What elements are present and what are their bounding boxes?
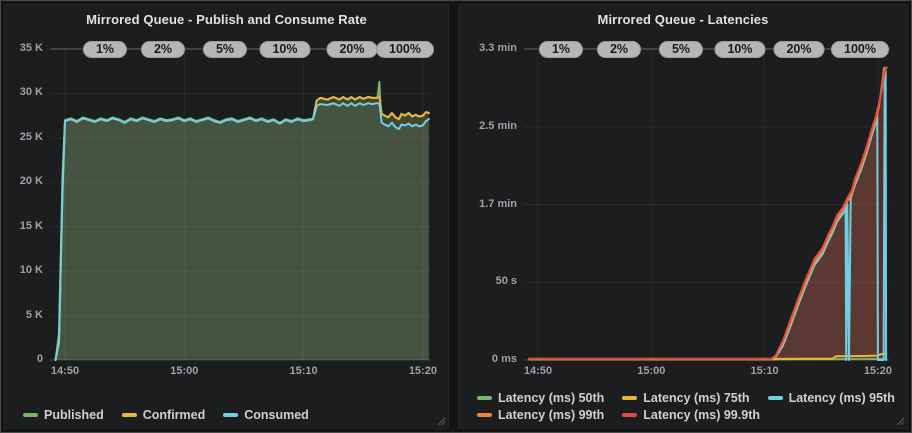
legend-label: Latency (ms) 75th (643, 391, 750, 405)
legend-item[interactable]: Latency (ms) 99th (477, 408, 604, 422)
legend-label: Latency (ms) 99th (498, 408, 605, 422)
panel-resize-handle[interactable] (896, 417, 905, 426)
annotation-pill[interactable]: 2% (140, 41, 186, 58)
legend-swatch-icon (477, 396, 492, 400)
annotation-pill[interactable]: 1% (82, 41, 128, 58)
annotation-pills: 1% 2% 5% 10% 20% 100% (459, 5, 907, 428)
legend-label: Latency (ms) 50th (498, 391, 605, 405)
legend-swatch-icon (477, 413, 492, 417)
annotation-pill[interactable]: 20% (326, 41, 378, 58)
legend-item[interactable]: Latency (ms) 99.9th (622, 408, 760, 422)
annotation-pill[interactable]: 1% (538, 41, 584, 58)
annotation-pill[interactable]: 10% (259, 41, 311, 58)
panel-publish-consume-rate: Mirrored Queue - Publish and Consume Rat… (4, 4, 449, 429)
panel-resize-handle[interactable] (437, 417, 446, 426)
legend-label: Published (44, 408, 104, 422)
legend-swatch-icon (23, 413, 38, 417)
legend-row: Latency (ms) 99th Latency (ms) 99.9th (477, 408, 895, 422)
legend-row: Latency (ms) 50th Latency (ms) 75th Latenc… (477, 391, 895, 405)
annotation-pill[interactable]: 5% (658, 41, 704, 58)
legend-label: Confirmed (142, 408, 206, 422)
legend-item[interactable]: Published (23, 408, 104, 422)
legend-swatch-icon (622, 396, 638, 400)
legend-swatch-icon (767, 396, 783, 400)
annotation-pill[interactable]: 100% (831, 41, 889, 58)
panel-title[interactable]: Mirrored Queue - Publish and Consume Rat… (86, 12, 367, 27)
chart-canvas[interactable] (5, 5, 448, 428)
annotation-pills: 1% 2% 5% 10% 20% 100% (5, 5, 448, 428)
legend-item[interactable]: Latency (ms) 75th (622, 391, 750, 405)
annotation-pill[interactable]: 10% (714, 41, 766, 58)
legend: Latency (ms) 50th Latency (ms) 75th Latenc… (477, 388, 895, 422)
legend-row: Published Confirmed Consumed (23, 408, 309, 422)
legend-swatch-icon (223, 413, 239, 417)
legend-item[interactable]: Confirmed (121, 408, 206, 422)
legend-item[interactable]: Latency (ms) 95th (767, 391, 895, 405)
legend-label: Consumed (244, 408, 309, 422)
legend: Published Confirmed Consumed (23, 405, 309, 422)
legend-swatch-icon (121, 413, 137, 417)
annotation-pill[interactable]: 20% (773, 41, 825, 58)
legend-label: Latency (ms) 99.9th (643, 408, 760, 422)
annotation-pill[interactable]: 5% (202, 41, 248, 58)
legend-label: Latency (ms) 95th (788, 391, 895, 405)
annotation-pill[interactable]: 100% (376, 41, 434, 58)
panel-title[interactable]: Mirrored Queue - Latencies (597, 12, 769, 27)
legend-swatch-icon (622, 413, 638, 417)
legend-item[interactable]: Latency (ms) 50th (477, 391, 604, 405)
panel-latencies: Mirrored Queue - Latencies 0 ms 50 s 1.7 m… (458, 4, 908, 429)
chart-canvas[interactable] (459, 5, 907, 428)
legend-item[interactable]: Consumed (223, 408, 309, 422)
annotation-pill[interactable]: 2% (596, 41, 642, 58)
